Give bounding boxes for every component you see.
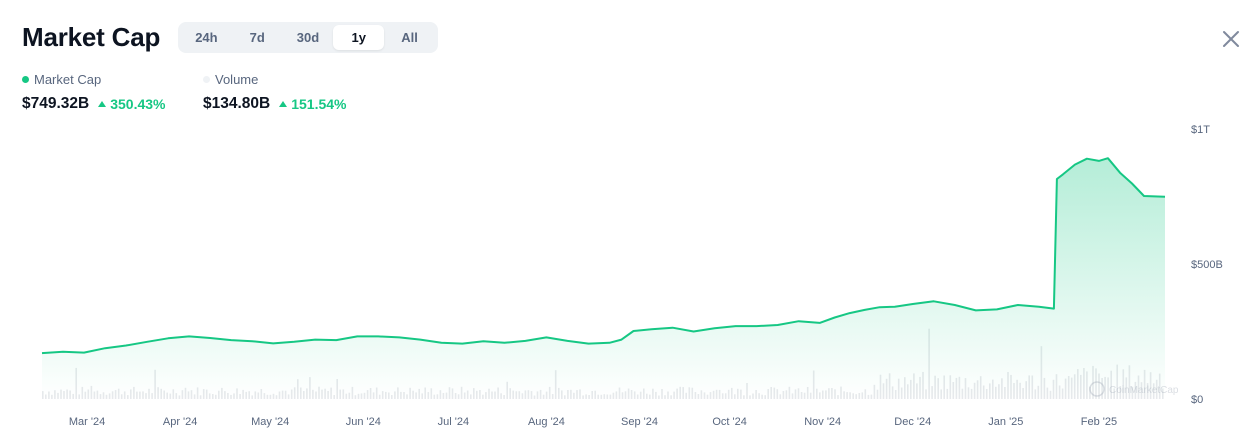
legend-volume-label: Volume bbox=[215, 72, 259, 87]
volume-value: $134.80B bbox=[203, 95, 271, 112]
caret-up-icon bbox=[279, 101, 288, 107]
page-title: Market Cap bbox=[22, 22, 161, 52]
watermark: CoinMarketCap bbox=[1089, 381, 1179, 397]
x-tick-label: Nov '24 bbox=[804, 416, 841, 428]
tab-24h[interactable]: 24h bbox=[195, 30, 218, 45]
x-tick-label: Dec '24 bbox=[894, 416, 931, 428]
close-icon[interactable] bbox=[1218, 26, 1244, 52]
y-axis: $0 $500B $1T bbox=[1191, 124, 1223, 406]
volume-change-value: 151.54% bbox=[291, 96, 347, 112]
tab-30d[interactable]: 30d bbox=[296, 30, 320, 45]
x-tick-label: Jan '25 bbox=[988, 416, 1023, 428]
legend-market-cap[interactable]: Market Cap bbox=[22, 72, 101, 87]
y-tick-label: $0 bbox=[1191, 394, 1203, 406]
time-range-tabs: 24h 7d 30d 1y All bbox=[178, 22, 438, 53]
volume-dot-icon bbox=[203, 76, 210, 83]
x-tick-label: Apr '24 bbox=[163, 416, 198, 428]
legend-volume[interactable]: Volume bbox=[203, 72, 258, 87]
x-tick-label: Jul '24 bbox=[438, 416, 469, 428]
y-tick-label: $500B bbox=[1191, 259, 1223, 271]
watermark-text: CoinMarketCap bbox=[1109, 385, 1179, 396]
market-cap-dot-icon bbox=[22, 76, 29, 83]
market-cap-change: 350.43% bbox=[98, 96, 166, 112]
x-tick-label: Sep '24 bbox=[621, 416, 658, 428]
tab-7d[interactable]: 7d bbox=[249, 30, 265, 45]
caret-up-icon bbox=[98, 101, 107, 107]
x-tick-label: Mar '24 bbox=[69, 416, 105, 428]
x-tick-label: Aug '24 bbox=[528, 416, 565, 428]
x-tick-label: Oct '24 bbox=[712, 416, 747, 428]
market-cap-change-value: 350.43% bbox=[110, 96, 166, 112]
x-tick-label: May '24 bbox=[251, 416, 289, 428]
market-cap-area bbox=[42, 158, 1165, 399]
market-cap-value: $749.32B bbox=[22, 95, 90, 112]
x-axis: Mar '24 Apr '24 May '24 Jun '24 Jul '24 Aug '… bbox=[69, 416, 1117, 428]
y-tick-label: $1T bbox=[1191, 124, 1210, 136]
tab-1y[interactable]: 1y bbox=[333, 25, 385, 50]
tab-all[interactable]: All bbox=[401, 30, 418, 45]
x-tick-label: Jun '24 bbox=[346, 416, 381, 428]
market-cap-line bbox=[41, 157, 1166, 355]
volume-change: 151.54% bbox=[279, 96, 347, 112]
market-cap-stat: $749.32B 350.43% bbox=[22, 95, 166, 113]
x-tick-label: Feb '25 bbox=[1081, 416, 1117, 428]
legend-market-cap-label: Market Cap bbox=[34, 72, 102, 87]
volume-stat: $134.80B 151.54% bbox=[203, 95, 347, 113]
